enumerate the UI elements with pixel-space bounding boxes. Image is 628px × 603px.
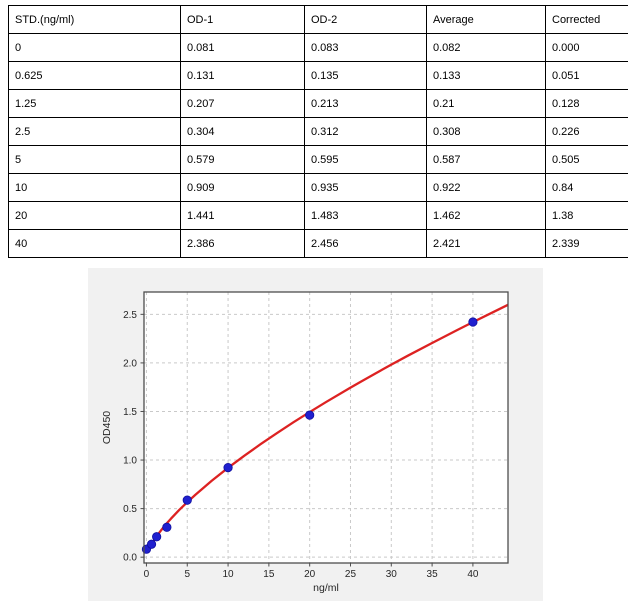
data-point (152, 532, 162, 542)
table-body: 0 0.081 0.083 0.082 0.000 0.625 0.131 0.135 0.13… (8, 33, 628, 258)
table-row: 1.25 0.207 0.213 0.21 0.128 (8, 89, 628, 118)
standard-curve-figure: 0 5 10 15 20 25 30 35 40 0.0 0.5 1.0 1.5 2.0 2.5 ng/ml O… (88, 268, 543, 601)
table-cell: 5 (8, 145, 181, 174)
table-header-row: STD.(ng/ml) OD-1 OD-2 Average Corrected (8, 5, 628, 34)
table-cell: 10 (8, 173, 181, 202)
table-cell: 0.135 (304, 61, 427, 90)
x-tick-label: 25 (345, 569, 357, 580)
table-cell: 1.462 (426, 201, 546, 230)
plot-border (143, 291, 509, 564)
table-cell: 2.421 (426, 229, 546, 258)
y-tick-label: 2.0 (123, 358, 137, 369)
table-cell: 0.625 (8, 61, 181, 90)
table-cell: 0.083 (304, 33, 427, 62)
standard-curve-chart: 0 5 10 15 20 25 30 35 40 0.0 0.5 1.0 1.5 2.0 2.5 ng/ml O… (88, 268, 543, 601)
table-cell: 0.000 (545, 33, 628, 62)
x-tick-label: 35 (427, 569, 439, 580)
table-cell: 2.386 (180, 229, 305, 258)
table-cell: 0.505 (545, 145, 628, 174)
data-point (305, 410, 315, 420)
x-tick-label: 15 (263, 569, 275, 580)
table-cell: 0.587 (426, 145, 546, 174)
table-cell: 1.441 (180, 201, 305, 230)
table-cell: 0.909 (180, 173, 305, 202)
table-cell: 1.483 (304, 201, 427, 230)
y-tick-label: 0.5 (123, 504, 137, 515)
table-cell: 2.456 (304, 229, 427, 258)
x-tick-label: 5 (184, 569, 190, 580)
table-cell: 0.051 (545, 61, 628, 90)
table-cell: 2.5 (8, 117, 181, 146)
table-cell: 0.935 (304, 173, 427, 202)
table-cell: 0.226 (545, 117, 628, 146)
data-point (182, 495, 192, 505)
data-point (468, 317, 478, 327)
x-tick-label: 0 (144, 569, 150, 580)
x-tick-label: 10 (223, 569, 235, 580)
table-cell: 0.304 (180, 117, 305, 146)
table-cell: 0.082 (426, 33, 546, 62)
table-cell: 0.922 (426, 173, 546, 202)
table-row: 10 0.909 0.935 0.922 0.84 (8, 173, 628, 202)
column-header: Average (426, 5, 546, 34)
y-axis-label: OD450 (101, 411, 113, 444)
table-row: 40 2.386 2.456 2.421 2.339 (8, 229, 628, 258)
table-row: 5 0.579 0.595 0.587 0.505 (8, 145, 628, 174)
y-tick-label: 2.5 (123, 310, 137, 321)
table-cell: 40 (8, 229, 181, 258)
column-header: OD-1 (180, 5, 305, 34)
x-tick-label: 20 (304, 569, 316, 580)
table-cell: 20 (8, 201, 181, 230)
table-cell: 1.25 (8, 89, 181, 118)
standards-table: STD.(ng/ml) OD-1 OD-2 Average Corrected 0 0.0… (8, 5, 628, 258)
table-cell: 0.128 (545, 89, 628, 118)
table-row: 20 1.441 1.483 1.462 1.38 (8, 201, 628, 230)
table-cell: 1.38 (545, 201, 628, 230)
x-axis-label: ng/ml (313, 582, 339, 594)
y-tick-label: 0.0 (123, 553, 137, 564)
table-cell: 0.133 (426, 61, 546, 90)
table-cell: 0.207 (180, 89, 305, 118)
table-cell: 0.081 (180, 33, 305, 62)
table-cell: 0.312 (304, 117, 427, 146)
column-header: STD.(ng/ml) (8, 5, 181, 34)
y-tick-label: 1.5 (123, 407, 137, 418)
x-tick-label: 30 (386, 569, 398, 580)
data-point (162, 522, 172, 532)
x-tick-label: 40 (467, 569, 479, 580)
table-row: 2.5 0.304 0.312 0.308 0.226 (8, 117, 628, 146)
table-cell: 0.84 (545, 173, 628, 202)
table-cell: 0.579 (180, 145, 305, 174)
data-point (146, 539, 157, 549)
data-point (223, 463, 233, 473)
table-cell: 0.213 (304, 89, 427, 118)
table-row: 0 0.081 0.083 0.082 0.000 (8, 33, 628, 62)
fit-curve (145, 303, 508, 554)
table-cell: 0 (8, 33, 181, 62)
y-tick-label: 1.0 (123, 456, 137, 467)
column-header: Corrected (545, 5, 628, 34)
table-cell: 0.595 (304, 145, 427, 174)
table-cell: 0.21 (426, 89, 546, 118)
table-cell: 2.339 (545, 229, 628, 258)
plot-background (144, 292, 508, 563)
table-cell: 0.131 (180, 61, 305, 90)
table-row: 0.625 0.131 0.135 0.133 0.051 (8, 61, 628, 90)
column-header: OD-2 (304, 5, 427, 34)
table-cell: 0.308 (426, 117, 546, 146)
